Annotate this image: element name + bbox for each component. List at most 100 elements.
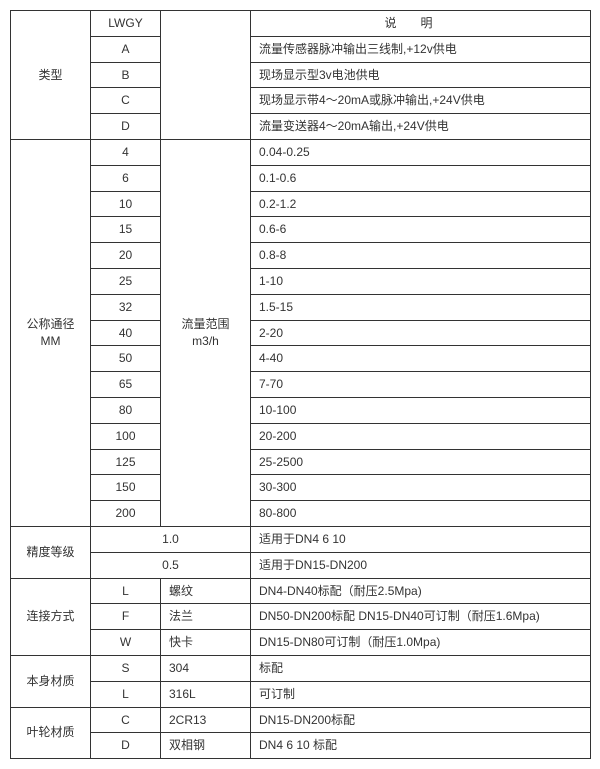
connection-name: 快卡 bbox=[161, 630, 251, 656]
diameter-dn: 15 bbox=[91, 217, 161, 243]
diameter-range: 30-300 bbox=[251, 475, 591, 501]
range-label-l2: m3/h bbox=[192, 334, 219, 348]
table-row: L 316L 可订制 bbox=[11, 681, 591, 707]
type-desc: 流量传感器脉冲输出三线制,+12v供电 bbox=[251, 36, 591, 62]
body-material-name: 304 bbox=[161, 655, 251, 681]
diameter-range: 1.5-15 bbox=[251, 294, 591, 320]
diameter-range-label: 流量范围 m3/h bbox=[161, 139, 251, 526]
table-row: 40 2-20 bbox=[11, 320, 591, 346]
diameter-label-l2: MM bbox=[41, 334, 61, 348]
impeller-material-name: 2CR13 bbox=[161, 707, 251, 733]
diameter-dn: 80 bbox=[91, 397, 161, 423]
impeller-material-desc: DN15-DN200标配 bbox=[251, 707, 591, 733]
body-material-desc: 标配 bbox=[251, 655, 591, 681]
table-row: 本身材质 S 304 标配 bbox=[11, 655, 591, 681]
table-row: D 流量变送器4～20mA输出,+24V供电 bbox=[11, 114, 591, 140]
body-material-name: 316L bbox=[161, 681, 251, 707]
table-row: 连接方式 L 螺纹 DN4-DN40标配（耐压2.5Mpa) bbox=[11, 578, 591, 604]
table-row: 6 0.1-0.6 bbox=[11, 165, 591, 191]
impeller-material-code: C bbox=[91, 707, 161, 733]
diameter-dn: 6 bbox=[91, 165, 161, 191]
table-row: 125 25-2500 bbox=[11, 449, 591, 475]
table-row: 200 80-800 bbox=[11, 501, 591, 527]
diameter-range: 0.2-1.2 bbox=[251, 191, 591, 217]
impeller-material-desc: DN4 6 10 标配 bbox=[251, 733, 591, 759]
table-row: 叶轮材质 C 2CR13 DN15-DN200标配 bbox=[11, 707, 591, 733]
diameter-dn: 50 bbox=[91, 346, 161, 372]
diameter-range: 10-100 bbox=[251, 397, 591, 423]
connection-code: F bbox=[91, 604, 161, 630]
accuracy-grade: 0.5 bbox=[91, 552, 251, 578]
diameter-dn: 65 bbox=[91, 372, 161, 398]
table-row: 25 1-10 bbox=[11, 268, 591, 294]
diameter-range: 0.6-6 bbox=[251, 217, 591, 243]
table-row: F 法兰 DN50-DN200标配 DN15-DN40可订制（耐压1.6Mpa) bbox=[11, 604, 591, 630]
table-row: B 现场显示型3v电池供电 bbox=[11, 62, 591, 88]
diameter-range: 20-200 bbox=[251, 423, 591, 449]
table-row: D 双相钢 DN4 6 10 标配 bbox=[11, 733, 591, 759]
accuracy-grade: 1.0 bbox=[91, 526, 251, 552]
diameter-dn: 200 bbox=[91, 501, 161, 527]
connection-desc: DN50-DN200标配 DN15-DN40可订制（耐压1.6Mpa) bbox=[251, 604, 591, 630]
diameter-label-l1: 公称通径 bbox=[26, 317, 74, 331]
range-label-l1: 流量范围 bbox=[181, 317, 229, 331]
type-desc: 流量变送器4～20mA输出,+24V供电 bbox=[251, 114, 591, 140]
type-range-empty bbox=[161, 11, 251, 140]
impeller-material-name: 双相钢 bbox=[161, 733, 251, 759]
diameter-group-label: 公称通径 MM bbox=[11, 139, 91, 526]
diameter-dn: 150 bbox=[91, 475, 161, 501]
diameter-range: 25-2500 bbox=[251, 449, 591, 475]
diameter-dn: 125 bbox=[91, 449, 161, 475]
accuracy-desc: 适用于DN4 6 10 bbox=[251, 526, 591, 552]
table-row: 100.2-1.2 bbox=[11, 191, 591, 217]
type-code: B bbox=[91, 62, 161, 88]
body-material-code: S bbox=[91, 655, 161, 681]
table-row: 100 20-200 bbox=[11, 423, 591, 449]
type-code: D bbox=[91, 114, 161, 140]
table-row: 0.5 适用于DN15-DN200 bbox=[11, 552, 591, 578]
diameter-range: 1-10 bbox=[251, 268, 591, 294]
type-group-label: 类型 bbox=[11, 11, 91, 140]
diameter-range: 0.8-8 bbox=[251, 243, 591, 269]
impeller-material-code: D bbox=[91, 733, 161, 759]
type-desc: 现场显示型3v电池供电 bbox=[251, 62, 591, 88]
diameter-range: 4-40 bbox=[251, 346, 591, 372]
table-row: 80 10-100 bbox=[11, 397, 591, 423]
diameter-range: 0.1-0.6 bbox=[251, 165, 591, 191]
diameter-dn: 20 bbox=[91, 243, 161, 269]
connection-desc: DN4-DN40标配（耐压2.5Mpa) bbox=[251, 578, 591, 604]
table-row: 32 1.5-15 bbox=[11, 294, 591, 320]
diameter-range: 80-800 bbox=[251, 501, 591, 527]
type-desc: 现场显示带4～20mA或脉冲输出,+24V供电 bbox=[251, 88, 591, 114]
table-row: 精度等级 1.0 适用于DN4 6 10 bbox=[11, 526, 591, 552]
diameter-dn: 100 bbox=[91, 423, 161, 449]
diameter-dn: 4 bbox=[91, 139, 161, 165]
diameter-dn: 40 bbox=[91, 320, 161, 346]
table-row: 65 7-70 bbox=[11, 372, 591, 398]
spec-table: 类型 LWGY 说明 A 流量传感器脉冲输出三线制,+12v供电 B 现场显示型… bbox=[10, 10, 591, 759]
diameter-range: 0.04-0.25 bbox=[251, 139, 591, 165]
diameter-dn: 32 bbox=[91, 294, 161, 320]
diameter-range: 7-70 bbox=[251, 372, 591, 398]
diameter-range: 2-20 bbox=[251, 320, 591, 346]
body-material-group-label: 本身材质 bbox=[11, 655, 91, 707]
impeller-material-group-label: 叶轮材质 bbox=[11, 707, 91, 759]
connection-code: L bbox=[91, 578, 161, 604]
accuracy-desc: 适用于DN15-DN200 bbox=[251, 552, 591, 578]
table-row: A 流量传感器脉冲输出三线制,+12v供电 bbox=[11, 36, 591, 62]
connection-desc: DN15-DN80可订制（耐压1.0Mpa) bbox=[251, 630, 591, 656]
connection-group-label: 连接方式 bbox=[11, 578, 91, 655]
table-row: 150 30-300 bbox=[11, 475, 591, 501]
connection-name: 螺纹 bbox=[161, 578, 251, 604]
body-material-desc: 可订制 bbox=[251, 681, 591, 707]
diameter-dn: 25 bbox=[91, 268, 161, 294]
connection-code: W bbox=[91, 630, 161, 656]
table-row: 50 4-40 bbox=[11, 346, 591, 372]
type-code: C bbox=[91, 88, 161, 114]
body-material-code: L bbox=[91, 681, 161, 707]
table-row: C 现场显示带4～20mA或脉冲输出,+24V供电 bbox=[11, 88, 591, 114]
header-lwgy: LWGY bbox=[91, 11, 161, 37]
table-row: 类型 LWGY 说明 bbox=[11, 11, 591, 37]
table-row: 公称通径 MM 4 流量范围 m3/h 0.04-0.25 bbox=[11, 139, 591, 165]
header-desc: 说明 bbox=[251, 11, 591, 37]
